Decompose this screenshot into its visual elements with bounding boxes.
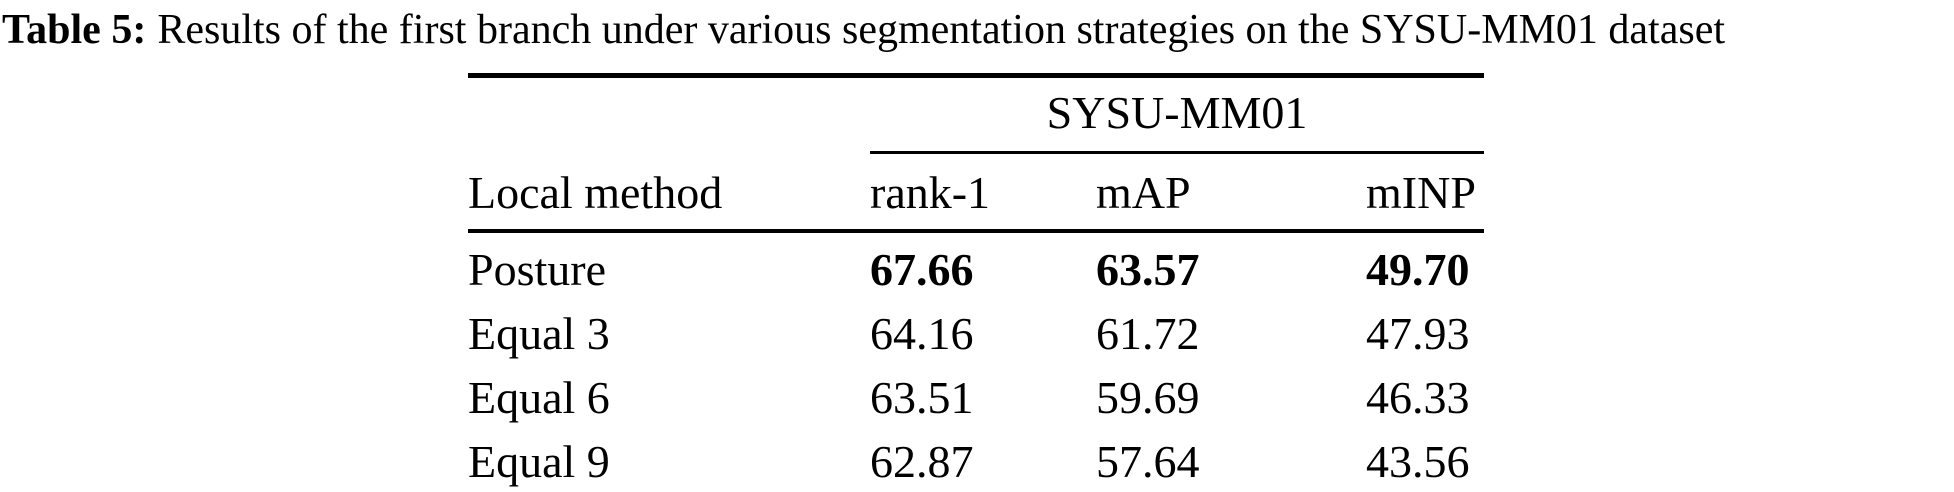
corner-empty-cell — [468, 73, 870, 153]
results-table: SYSU-MM01 Local method rank-1 mAP mINP P… — [468, 73, 1485, 492]
column-header-rank1: rank-1 — [870, 152, 1096, 233]
cell-rank1: 63.51 — [870, 371, 974, 423]
column-header-local-method: Local method — [468, 152, 870, 233]
caption-label: Table 5: — [2, 7, 147, 53]
column-header-minp: mINP — [1366, 152, 1485, 233]
column-header-row: Local method rank-1 mAP mINP — [468, 152, 1485, 233]
cell-map: 63.57 — [1096, 243, 1200, 295]
table-caption: Table 5: Results of the first branch unde… — [0, 0, 1954, 56]
cell-map: 57.64 — [1096, 429, 1366, 492]
column-header-map: mAP — [1096, 152, 1366, 233]
cell-minp: 46.33 — [1366, 371, 1470, 423]
cell-rank1: 67.66 — [870, 243, 974, 295]
cell-minp: 47.93 — [1366, 307, 1470, 359]
cell-method: Equal 9 — [468, 429, 870, 492]
cell-minp: 43.56 — [1366, 429, 1485, 492]
table-row-equal6: Equal 6 63.51 59.69 46.33 — [468, 365, 1484, 429]
table-row-equal3: Equal 3 64.16 61.72 47.93 — [468, 301, 1484, 365]
cell-method: Equal 6 — [468, 371, 610, 423]
cell-rank1: 62.87 — [870, 429, 1096, 492]
cell-method: Equal 3 — [468, 307, 610, 359]
cell-method: Posture — [468, 243, 606, 295]
cell-rank1: 64.16 — [870, 307, 974, 359]
cell-map: 61.72 — [1096, 307, 1200, 359]
caption-text: Results of the first branch under variou… — [157, 7, 1726, 53]
cell-map: 59.69 — [1096, 371, 1200, 423]
group-header-row: SYSU-MM01 — [468, 73, 1485, 154]
table-row-equal9: Equal 9 62.87 57.64 43.56 — [468, 429, 1485, 492]
table-row-posture: Posture 67.66 63.57 49.70 — [468, 231, 1484, 301]
cell-minp: 49.70 — [1366, 243, 1470, 295]
dataset-group-header: SYSU-MM01 — [870, 73, 1485, 154]
